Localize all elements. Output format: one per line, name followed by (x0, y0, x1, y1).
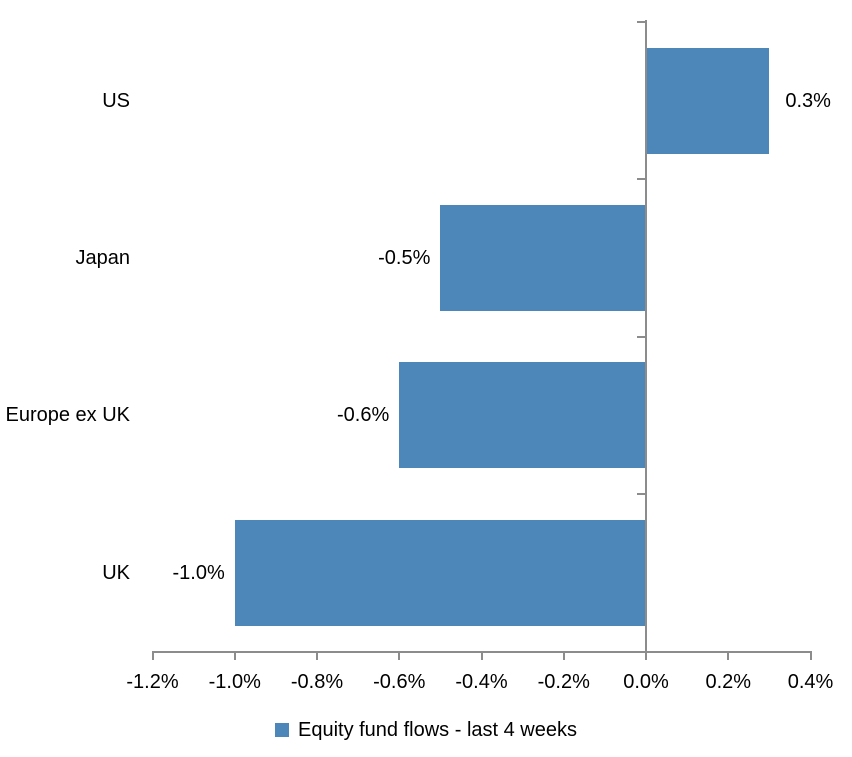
value-axis-tick (637, 21, 645, 23)
legend: Equity fund flows - last 4 weeks (0, 716, 852, 744)
x-axis-tick (645, 651, 647, 660)
x-axis-tick (151, 651, 154, 660)
data-label: -1.0% (172, 561, 225, 584)
category-label: Japan (75, 247, 131, 270)
category-label: UK (102, 561, 130, 584)
data-label: -0.5% (378, 247, 431, 270)
x-axis-tick-label: 0.4% (787, 671, 834, 693)
x-axis-tick-label: -0.6% (373, 671, 426, 693)
value-axis-tick (637, 493, 645, 496)
x-axis-tick-label: 0.0% (623, 671, 669, 693)
x-axis-tick (562, 651, 565, 660)
value-axis-line (645, 20, 647, 653)
x-axis-tick-label: 0.2% (705, 671, 752, 693)
x-axis-tick-label: -1.0% (208, 671, 261, 693)
x-axis-tick (727, 651, 730, 660)
bar-japan (440, 205, 646, 312)
x-axis-tick-label: -0.2% (537, 671, 590, 693)
category-label: Europe ex UK (5, 404, 130, 427)
legend-label: Equity fund flows - last 4 weeks (297, 719, 577, 741)
legend-swatch-icon (274, 723, 289, 737)
x-axis-tick (233, 651, 236, 660)
x-axis-tick-label: -1.2% (126, 671, 179, 693)
x-axis-tick (398, 651, 401, 660)
category-label: US (102, 89, 130, 112)
data-label: -0.6% (337, 404, 390, 427)
bar-europe-ex-uk (399, 362, 646, 469)
value-axis-tick (637, 335, 645, 338)
value-axis-tick (637, 178, 645, 181)
x-axis-tick (809, 651, 812, 660)
x-axis-tick (480, 651, 483, 660)
data-label: 0.3% (785, 89, 831, 112)
x-axis-tick (316, 651, 318, 660)
bar-us (646, 47, 770, 154)
x-axis-tick-label: -0.8% (290, 671, 344, 693)
bar-uk (234, 519, 646, 626)
x-axis-tick-label: -0.4% (455, 671, 508, 693)
